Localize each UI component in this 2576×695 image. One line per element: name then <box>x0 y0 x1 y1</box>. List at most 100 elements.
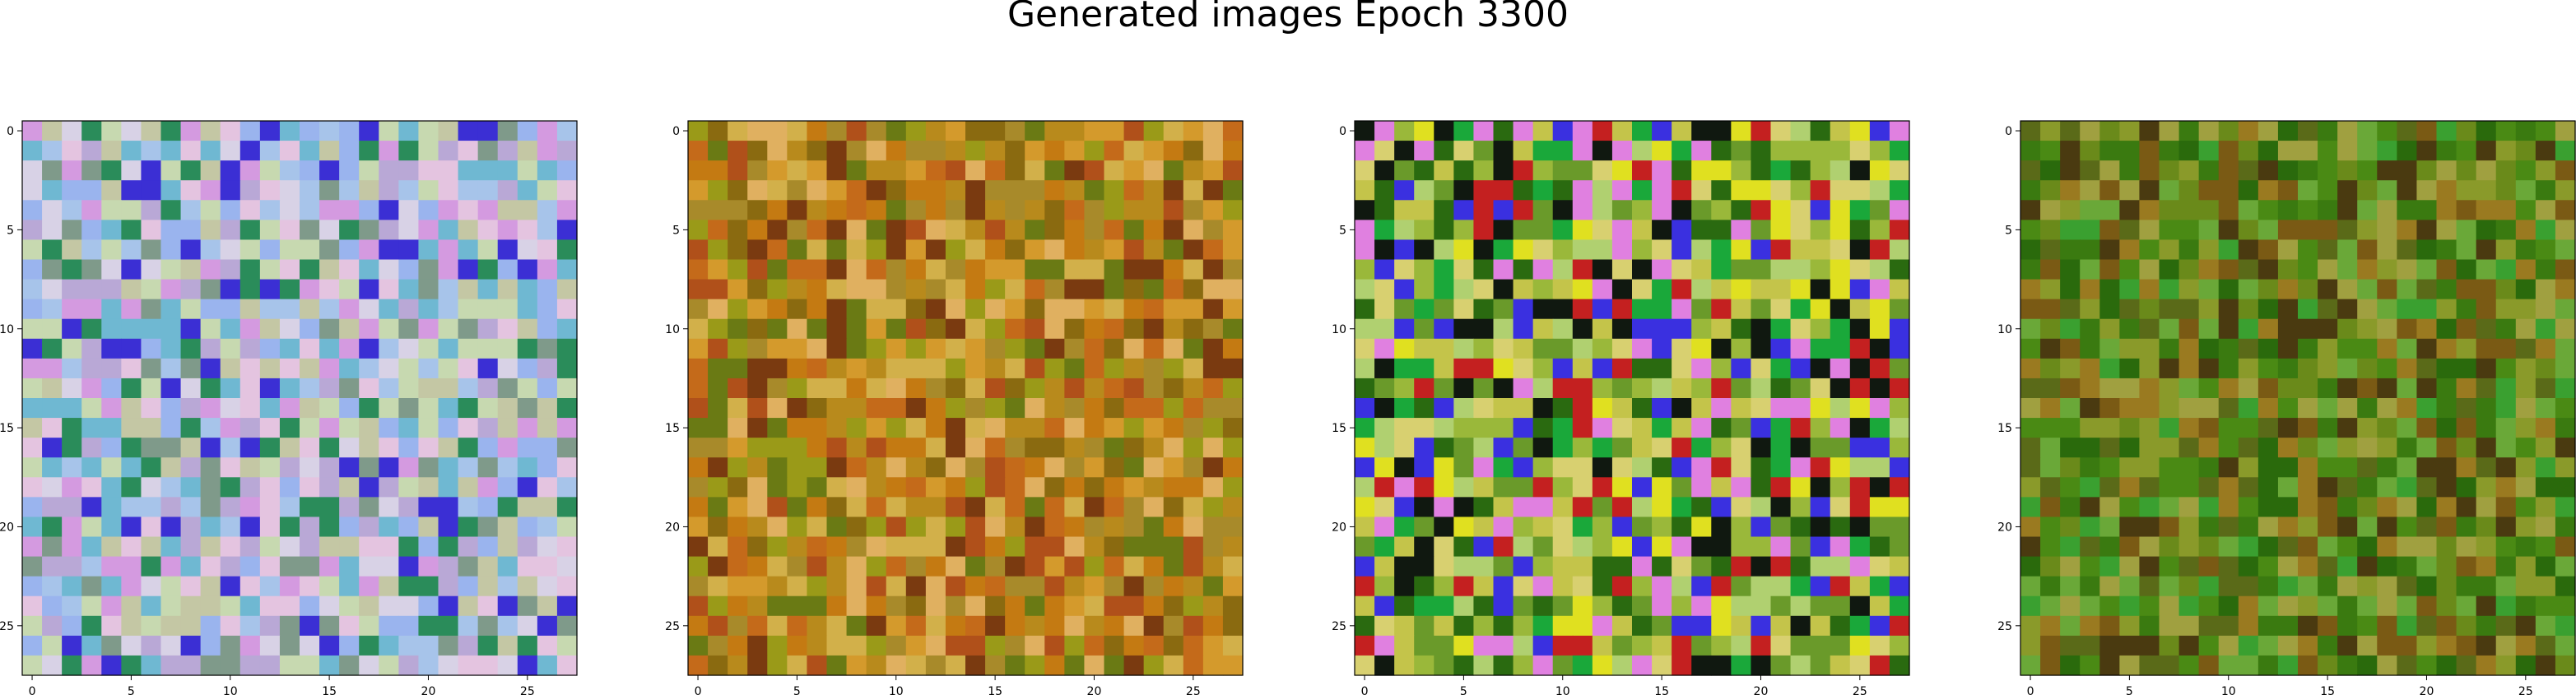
pixel-cell <box>2198 318 2220 340</box>
pixel-cell <box>1005 438 1025 458</box>
pixel-cell <box>1632 220 1653 241</box>
pixel-cell <box>458 536 479 558</box>
y-tick-label: 0 <box>672 125 680 138</box>
pixel-cell <box>300 279 320 300</box>
pixel-cell <box>438 141 459 161</box>
pixel-cell <box>1414 141 1434 161</box>
pixel-cell <box>1830 378 1851 399</box>
pixel-cell <box>2535 576 2556 597</box>
pixel-cell <box>1123 378 1145 399</box>
pixel-cell <box>339 398 360 419</box>
pixel-cell <box>2456 338 2477 359</box>
pixel-cell <box>2178 121 2200 141</box>
pixel-cell <box>1473 398 1495 419</box>
pixel-cell <box>62 398 82 419</box>
pixel-cell <box>866 418 887 438</box>
pixel-cell <box>688 180 709 201</box>
pixel-cell <box>2119 318 2141 340</box>
pixel-cell <box>1005 477 1025 498</box>
pixel-cell <box>1084 259 1105 280</box>
pixel-cell <box>2456 398 2477 419</box>
pixel-cell <box>2238 358 2259 379</box>
pixel-cell <box>2119 180 2141 201</box>
pixel-cell <box>2080 497 2100 518</box>
pixel-cell <box>1123 536 1145 558</box>
pixel-cell <box>1672 615 1692 637</box>
pixel-cell <box>1849 517 1871 538</box>
pixel-cell <box>1830 497 1851 518</box>
pixel-cell <box>239 418 261 438</box>
pixel-cell <box>1104 358 1125 379</box>
pixel-cell <box>200 477 221 498</box>
pixel-cell <box>1810 121 1831 141</box>
pixel-cell <box>2535 418 2556 438</box>
pixel-cell <box>1084 180 1105 201</box>
pixel-cell <box>2476 556 2497 577</box>
pixel-cell <box>1790 160 1811 181</box>
pixel-cell <box>2337 259 2358 280</box>
pixel-cell <box>2060 536 2081 558</box>
pixel-cell <box>1202 141 1224 161</box>
pixel-cell <box>2436 338 2457 359</box>
pixel-cell <box>1414 497 1434 518</box>
pixel-cell <box>537 576 558 597</box>
pixel-cell <box>1453 180 1475 201</box>
pixel-cell <box>239 378 261 399</box>
pixel-cell <box>1790 457 1811 478</box>
pixel-cell <box>398 338 420 359</box>
pixel-cell <box>220 358 241 379</box>
pixel-cell <box>1064 556 1086 577</box>
pixel-cell <box>1513 358 1534 379</box>
pixel-cell <box>398 635 420 656</box>
pixel-cell <box>1513 497 1534 518</box>
pixel-cell <box>1810 398 1831 419</box>
pixel-cell <box>1414 200 1434 220</box>
pixel-cell <box>1163 457 1184 478</box>
pixel-cell <box>2377 457 2397 478</box>
pixel-cell <box>2020 497 2041 518</box>
pixel-cell <box>2298 655 2318 676</box>
pixel-cell <box>2040 497 2061 518</box>
pixel-cell <box>708 655 728 676</box>
pixel-cell <box>398 358 420 379</box>
pixel-cell <box>1163 398 1184 419</box>
pixel-cell <box>1889 497 1910 518</box>
pixel-cell <box>1044 279 1065 300</box>
pixel-cell <box>2318 378 2338 399</box>
pixel-cell <box>2080 635 2100 656</box>
pixel-cell <box>121 595 142 617</box>
pixel-cell <box>1652 220 1672 241</box>
pixel-cell <box>1632 160 1653 181</box>
pixel-cell <box>1532 438 1554 458</box>
pixel-cell <box>2495 595 2517 617</box>
pixel-cell <box>2277 635 2299 656</box>
pixel-cell <box>1711 457 1732 478</box>
pixel-cell <box>1414 220 1434 241</box>
pixel-cell <box>965 497 986 518</box>
pixel-cell <box>2238 615 2259 637</box>
pixel-cell <box>1869 517 1890 538</box>
pixel-cell <box>2257 398 2279 419</box>
pixel-cell <box>2357 595 2378 617</box>
pixel-cell <box>458 595 479 617</box>
pixel-cell <box>826 220 848 241</box>
pixel-cell <box>1183 279 1204 300</box>
pixel-cell <box>2337 279 2358 300</box>
pixel-cell <box>2159 279 2180 300</box>
pixel-cell <box>1592 279 1613 300</box>
pixel-cell <box>1044 121 1065 141</box>
pixel-cell <box>688 556 709 577</box>
pixel-cell <box>2257 477 2279 498</box>
pixel-cell <box>359 536 379 558</box>
pixel-cell <box>2416 477 2438 498</box>
pixel-cell <box>81 299 102 320</box>
pixel-cell <box>220 615 241 637</box>
pixel-cell <box>22 220 43 241</box>
pixel-cell <box>1652 180 1672 201</box>
pixel-cell <box>2535 220 2556 241</box>
pixel-cell <box>101 141 122 161</box>
pixel-cell <box>1592 497 1613 518</box>
pixel-cell <box>1711 595 1732 617</box>
pixel-cell <box>1434 160 1454 181</box>
pixel-cell <box>2277 576 2299 597</box>
